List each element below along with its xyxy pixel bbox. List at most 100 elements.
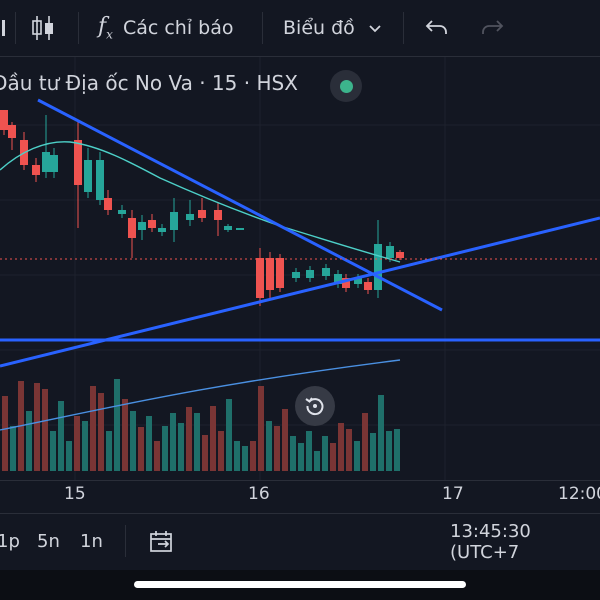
trend-line-down [37, 98, 443, 312]
volume-bar [282, 409, 288, 471]
clock-timezone[interactable]: 13:45:30 (UTC+7 [450, 520, 531, 563]
symbol-title[interactable]: Đầu tư Địa ốc No Va · 15 · HSX [0, 71, 298, 95]
volume-bar [106, 431, 112, 471]
volume-bar [338, 423, 344, 471]
indicators-label: Các chỉ báo [122, 17, 234, 39]
candle-body [158, 228, 166, 232]
volume-bar [130, 411, 136, 471]
volume-bar [314, 451, 320, 471]
candle-body [322, 268, 330, 276]
function-icon: fx [98, 14, 113, 42]
toolbar-separator [403, 12, 404, 44]
candle-body [266, 258, 274, 290]
chart-type-dropdown[interactable]: Biểu đồ [283, 0, 385, 56]
candle-body [386, 246, 394, 258]
indicators-button[interactable]: fx Các chỉ báo [98, 0, 233, 56]
volume-bar [378, 395, 384, 471]
volume-bar [354, 441, 360, 471]
volume-bar [2, 396, 8, 471]
chevron-down-icon [369, 25, 381, 33]
volume-bar [34, 383, 40, 471]
time-axis-label: 12:00 [558, 484, 600, 504]
volume-bar [82, 421, 88, 471]
candles-icon [32, 16, 53, 40]
candle-body [214, 210, 222, 220]
volume-bar [306, 431, 312, 471]
volume-bar [58, 401, 64, 471]
volume-bar [202, 435, 208, 471]
volume-bar [346, 429, 352, 471]
trend-line-up [0, 216, 600, 368]
volume-bar [114, 379, 120, 471]
reset-zoom-icon [305, 397, 324, 416]
candle-body [224, 226, 232, 230]
volume-bar [98, 393, 104, 471]
volume-bar [370, 433, 376, 471]
candle-body [292, 272, 300, 278]
volume-bar [162, 426, 168, 471]
market-status-indicator[interactable] [330, 70, 362, 102]
candle-body [364, 282, 372, 290]
volume-bar [298, 443, 304, 471]
bottom-toolbar [0, 513, 600, 571]
volume-bar [74, 416, 80, 471]
toolbar-edge-item[interactable] [0, 0, 10, 56]
toolbar-separator [262, 12, 263, 44]
interval-button[interactable]: 5n [37, 531, 60, 552]
volume-bar [186, 407, 192, 471]
volume-bar [122, 399, 128, 471]
redo-button[interactable] [479, 0, 505, 56]
candle-body [276, 258, 284, 288]
volume-bar [258, 386, 264, 471]
volume-bar [146, 416, 152, 471]
candle-body [0, 110, 8, 130]
volume-bar [362, 413, 368, 471]
candle-body [354, 278, 362, 284]
candle-body [306, 270, 314, 278]
candle-body [104, 198, 112, 210]
candle-body [334, 274, 342, 284]
time-axis[interactable] [0, 480, 600, 513]
candle-body [138, 222, 146, 230]
candle-body [198, 210, 206, 218]
home-indicator[interactable] [134, 581, 466, 588]
volume-bar [394, 429, 400, 471]
chart-overlays [0, 98, 600, 368]
price-chart[interactable] [0, 57, 600, 480]
interval-button[interactable]: 1n [80, 531, 103, 552]
candle-body [128, 218, 136, 238]
volume-bar [290, 436, 296, 471]
volume-bar [178, 423, 184, 471]
toolbar-separator [78, 12, 79, 44]
undo-button[interactable] [424, 0, 450, 56]
time-axis-label: 15 [64, 484, 86, 504]
volume-bar [386, 431, 392, 471]
volume-moving-average [0, 359, 401, 431]
candle-body [74, 140, 82, 185]
volume-bar [90, 386, 96, 471]
candle-body [342, 278, 350, 288]
volume-bar [50, 431, 56, 471]
interval-button[interactable]: 1p [0, 531, 20, 552]
volume-bar [138, 427, 144, 471]
candle-body [8, 125, 16, 138]
volume-bar [242, 446, 248, 471]
candle-body [42, 152, 50, 172]
candle-body [374, 244, 382, 290]
candle-body [186, 214, 194, 220]
candle-body [32, 165, 40, 175]
time-axis-label: 17 [442, 484, 464, 504]
toolbar-separator [15, 12, 16, 44]
candle-body [118, 210, 126, 214]
volume-bar [210, 406, 216, 471]
volume-bar [218, 431, 224, 471]
candle-body [96, 160, 104, 200]
candle-body [170, 212, 178, 230]
date-range-icon [150, 530, 172, 552]
reset-zoom-button[interactable] [295, 386, 335, 426]
date-range-button[interactable] [148, 513, 176, 570]
candle-body [256, 258, 264, 298]
redo-icon [482, 20, 504, 34]
chart-style-button[interactable] [30, 0, 56, 56]
volume-bar [194, 413, 200, 471]
